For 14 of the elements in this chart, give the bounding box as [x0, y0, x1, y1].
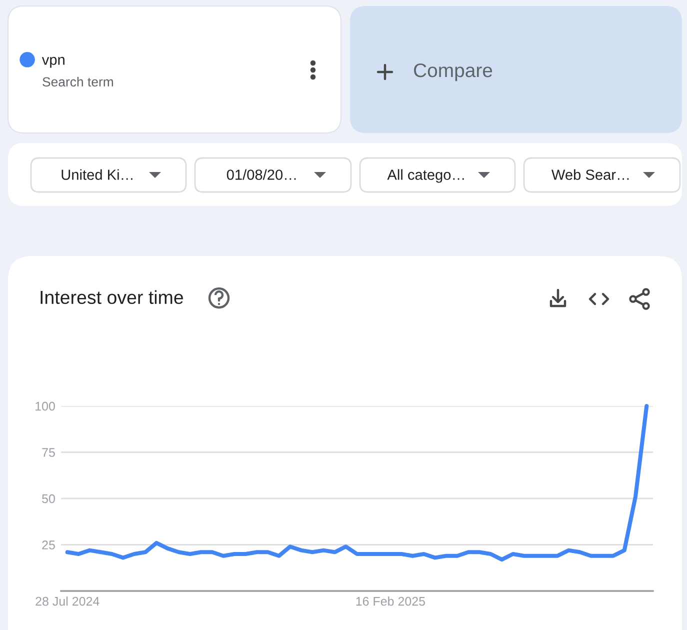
- chart-title: Interest over time: [40, 290, 184, 304]
- x-tick-label: 16 Feb 2025: [356, 596, 425, 606]
- text: Web Sear…: [551, 169, 629, 180]
- y-tick-label: 100: [36, 402, 55, 411]
- y-tick-label: 25: [42, 540, 55, 550]
- text: Compare: [414, 63, 492, 82]
- x-tick-label: 28 Jul 2024: [36, 596, 100, 606]
- text: 01/08/20…: [226, 169, 296, 180]
- legend-label: vpn: [42, 56, 64, 68]
- text: United Ki…: [62, 169, 132, 180]
- text: Search term: [42, 76, 113, 87]
- y-tick-label: 50: [42, 494, 55, 504]
- text: All catego…: [387, 169, 464, 183]
- y-tick-label: 75: [42, 448, 55, 457]
